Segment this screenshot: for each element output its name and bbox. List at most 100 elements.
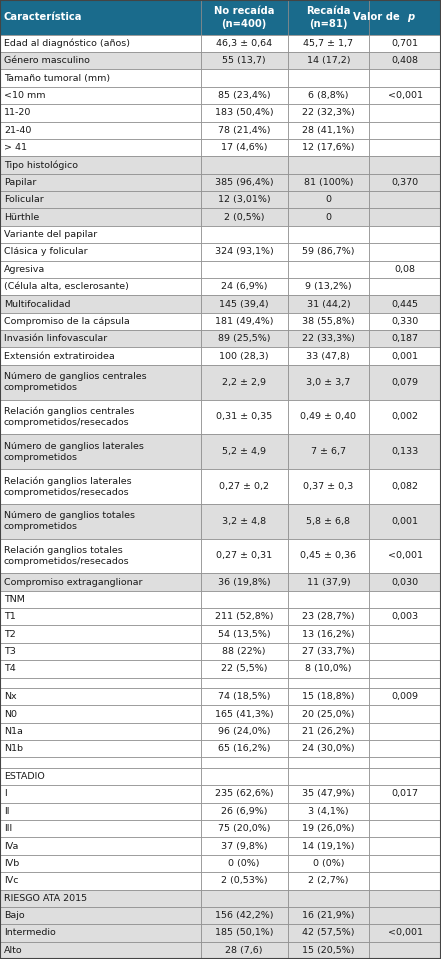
Bar (369, 539, 441, 573)
Bar (0, 837, 201, 854)
Bar (288, 226, 369, 244)
Text: 54 (13,5%): 54 (13,5%) (218, 630, 270, 639)
Bar (288, 573, 369, 591)
Text: Variante del papilar: Variante del papilar (4, 230, 97, 239)
Text: 185 (50,1%): 185 (50,1%) (215, 928, 273, 938)
Text: 31 (44,2): 31 (44,2) (306, 299, 350, 309)
Bar (201, 295, 288, 313)
Bar (288, 608, 369, 625)
Text: <0,001: <0,001 (388, 91, 422, 100)
Bar (201, 785, 288, 803)
Text: 19 (26,0%): 19 (26,0%) (302, 824, 355, 833)
Bar (0, 295, 201, 313)
Text: N0: N0 (4, 710, 17, 718)
Bar (0, 122, 201, 139)
Bar (201, 643, 288, 660)
Bar (0, 330, 201, 347)
Text: RIESGO ATA 2015: RIESGO ATA 2015 (4, 894, 87, 902)
Text: 324 (93,1%): 324 (93,1%) (215, 247, 273, 256)
Text: <0,001: <0,001 (388, 551, 422, 560)
Text: 0,187: 0,187 (392, 335, 419, 343)
Bar (201, 591, 288, 608)
Text: 0,002: 0,002 (392, 412, 419, 421)
Text: 21 (26,2%): 21 (26,2%) (302, 727, 355, 736)
Bar (288, 347, 369, 364)
Text: 55 (13,7): 55 (13,7) (222, 57, 266, 65)
Text: IVb: IVb (4, 859, 19, 868)
Bar (0, 261, 201, 278)
Text: Género masculino: Género masculino (4, 57, 90, 65)
Text: 59 (86,7%): 59 (86,7%) (302, 247, 355, 256)
Text: 0,08: 0,08 (395, 265, 415, 273)
Text: 81 (100%): 81 (100%) (303, 178, 353, 187)
Bar (369, 295, 441, 313)
Bar (369, 706, 441, 723)
Bar (201, 434, 288, 469)
Text: Intermedio: Intermedio (4, 928, 56, 938)
Text: 26 (6,9%): 26 (6,9%) (221, 807, 267, 816)
Text: 0,001: 0,001 (392, 517, 419, 526)
Bar (288, 785, 369, 803)
Bar (0, 469, 201, 503)
Text: 15 (20,5%): 15 (20,5%) (302, 946, 355, 955)
Text: Relación ganglios laterales
comprometidos/resecados: Relación ganglios laterales comprometido… (4, 477, 131, 497)
Bar (0, 313, 201, 330)
Bar (201, 706, 288, 723)
Bar (369, 261, 441, 278)
Text: 0,017: 0,017 (392, 789, 419, 799)
Text: 0,701: 0,701 (392, 39, 419, 48)
Text: 88 (22%): 88 (22%) (222, 647, 266, 656)
Bar (0, 924, 201, 942)
Bar (369, 400, 441, 434)
Bar (288, 924, 369, 942)
Text: Relación ganglios totales
comprometidos/resecados: Relación ganglios totales comprometidos/… (4, 546, 130, 566)
Text: 12 (17,6%): 12 (17,6%) (302, 143, 355, 152)
Bar (369, 608, 441, 625)
Bar (201, 174, 288, 191)
Bar (0, 643, 201, 660)
Text: 85 (23,4%): 85 (23,4%) (218, 91, 270, 100)
Text: <10 mm: <10 mm (4, 91, 45, 100)
Bar (0, 890, 201, 907)
Bar (201, 226, 288, 244)
Text: 20 (25,0%): 20 (25,0%) (302, 710, 355, 718)
Bar (288, 278, 369, 295)
Bar (369, 723, 441, 740)
Bar (369, 347, 441, 364)
Text: No recaída
(n=400): No recaída (n=400) (214, 6, 274, 29)
Text: Característica: Característica (4, 12, 82, 22)
Bar (0, 706, 201, 723)
Bar (0, 208, 201, 226)
Text: 14 (19,1%): 14 (19,1%) (302, 842, 355, 851)
Bar (369, 122, 441, 139)
Text: 0,330: 0,330 (392, 316, 419, 326)
Bar (0, 139, 201, 156)
Bar (369, 854, 441, 872)
Bar (288, 244, 369, 261)
Text: I: I (4, 789, 7, 799)
Bar (0, 625, 201, 643)
Bar (201, 740, 288, 758)
Bar (0, 105, 201, 122)
Text: Papilar: Papilar (4, 178, 36, 187)
Bar (369, 139, 441, 156)
Bar (201, 660, 288, 678)
Bar (369, 208, 441, 226)
Bar (201, 87, 288, 105)
Bar (369, 678, 441, 688)
Bar (201, 820, 288, 837)
Text: 5,2 ± 4,9: 5,2 ± 4,9 (222, 447, 266, 456)
Text: N1a: N1a (4, 727, 23, 736)
Text: Compromiso de la cápsula: Compromiso de la cápsula (4, 316, 130, 326)
Text: 22 (32,3%): 22 (32,3%) (302, 108, 355, 117)
Text: 45,7 ± 1,7: 45,7 ± 1,7 (303, 39, 353, 48)
Bar (201, 364, 288, 400)
Bar (288, 191, 369, 208)
Text: Número de ganglios totales
comprometidos: Número de ganglios totales comprometidos (4, 511, 135, 531)
Bar (288, 688, 369, 706)
Bar (369, 643, 441, 660)
Bar (369, 174, 441, 191)
Bar (288, 208, 369, 226)
Bar (201, 330, 288, 347)
Bar (0, 434, 201, 469)
